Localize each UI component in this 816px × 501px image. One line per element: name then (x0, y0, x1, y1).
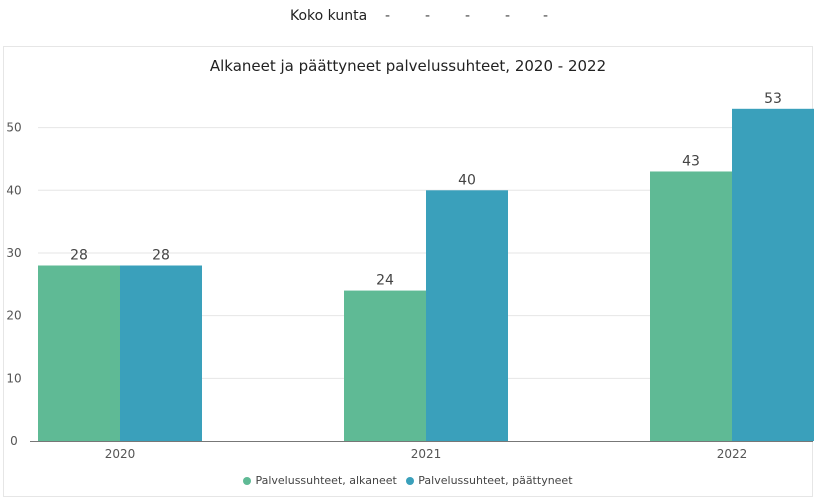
legend-label-alkaneet: Palvelussuhteet, alkaneet (255, 474, 397, 487)
y-tick-label-50: 50 (6, 121, 21, 135)
filter-slot-2[interactable]: - (425, 8, 431, 24)
bar-2022-alkaneet[interactable] (650, 171, 732, 441)
x-tick-label-2020: 2020 (105, 447, 136, 461)
data-label-2022-paattyneet: 53 (764, 91, 782, 107)
y-tick-label-40: 40 (6, 183, 21, 197)
filter-label: Koko kunta (290, 8, 368, 24)
legend-item-paattyneet[interactable]: Palvelussuhteet, päättyneet (406, 474, 573, 487)
x-tick-label-2022: 2022 (717, 447, 748, 461)
filter-bar: Koko kunta - - - - - (0, 6, 816, 30)
y-tick-label-0: 0 (10, 434, 18, 448)
y-tick-label-10: 10 (6, 371, 21, 385)
data-label-2021-paattyneet: 40 (458, 172, 476, 188)
filter-slot-4[interactable]: - (505, 8, 511, 24)
legend-item-alkaneet[interactable]: Palvelussuhteet, alkaneet (243, 474, 397, 487)
data-label-2020-alkaneet: 28 (70, 248, 88, 264)
filter-slot-1[interactable]: - (385, 8, 391, 24)
chart-legend: Palvelussuhteet, alkaneet Palvelussuhtee… (0, 474, 816, 488)
data-label-2021-alkaneet: 24 (376, 273, 394, 289)
filter-slot-5[interactable]: - (543, 8, 549, 24)
bar-2021-alkaneet[interactable] (344, 290, 426, 441)
bar-2020-paattyneet[interactable] (120, 265, 202, 442)
bar-2021-paattyneet[interactable] (426, 190, 508, 441)
y-tick-label-20: 20 (6, 309, 21, 323)
chart-title: Alkaneet ja päättyneet palvelussuhteet, … (210, 57, 606, 75)
x-tick-label-2021: 2021 (411, 447, 442, 461)
filter-slot-3[interactable]: - (465, 8, 471, 24)
data-label-2022-alkaneet: 43 (682, 153, 700, 169)
y-tick-label-30: 30 (6, 246, 21, 260)
legend-label-paattyneet: Palvelussuhteet, päättyneet (418, 474, 573, 487)
legend-dot-alkaneet (243, 476, 252, 485)
bar-2020-alkaneet[interactable] (38, 265, 120, 442)
bar-2022-paattyneet[interactable] (732, 108, 814, 441)
legend-dot-paattyneet (406, 476, 415, 485)
data-label-2020-paattyneet: 28 (152, 248, 170, 264)
